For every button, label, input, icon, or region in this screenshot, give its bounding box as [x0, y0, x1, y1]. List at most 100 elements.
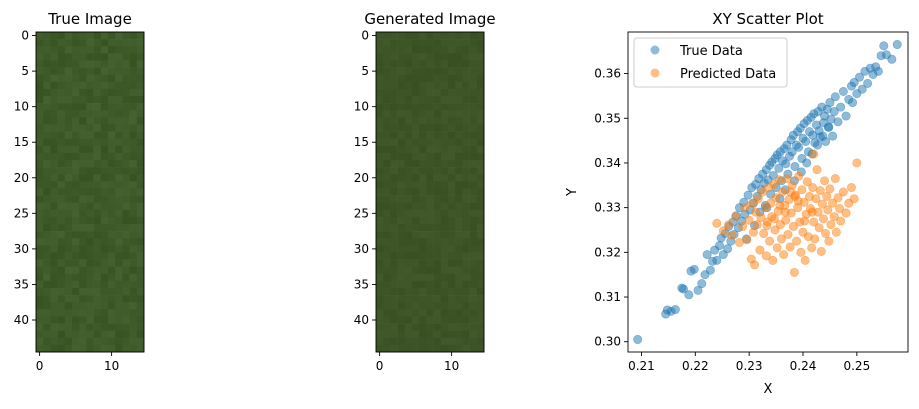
heatmap-pixel — [404, 209, 413, 218]
heatmap-pixel — [476, 216, 485, 225]
heatmap-pixel — [390, 202, 398, 211]
heatmap-pixel — [36, 117, 44, 125]
heatmap-pixel — [390, 344, 398, 353]
heatmap-pixel — [448, 88, 456, 97]
heatmap-pixel — [43, 231, 51, 239]
heatmap-pixel — [93, 288, 102, 296]
heatmap-pixel — [36, 252, 44, 260]
heatmap-pixel — [136, 252, 145, 260]
heatmap-pixel — [376, 103, 384, 111]
heatmap-pixel — [115, 181, 123, 189]
heatmap-pixel — [397, 337, 406, 346]
heatmap-pixel — [376, 337, 384, 346]
heatmap-pixel — [426, 216, 434, 225]
heatmap-pixel — [136, 53, 145, 61]
heatmap-pixel — [433, 266, 442, 275]
heatmap-pixel — [100, 323, 109, 331]
heatmap-pixel — [412, 145, 420, 154]
heatmap-pixel — [440, 273, 449, 282]
heatmap-pixel — [412, 96, 420, 104]
heatmap-pixel — [440, 302, 449, 310]
heatmap-pixel — [50, 330, 58, 339]
heatmap-pixel — [36, 96, 44, 104]
heatmap-pixel — [57, 181, 66, 189]
heatmap-pixel — [426, 316, 434, 324]
heatmap-pixel — [462, 74, 470, 83]
heatmap-pixel — [108, 181, 116, 189]
heatmap-pixel — [129, 273, 138, 282]
predicted-data-point — [771, 193, 781, 203]
true-data-point — [828, 131, 838, 141]
heatmap-pixel — [115, 273, 123, 282]
heatmap-pixel — [448, 39, 456, 47]
heatmap-pixel — [476, 231, 485, 239]
predicted-data-point — [811, 194, 821, 204]
heatmap-pixel — [64, 32, 73, 40]
heatmap-pixel — [376, 195, 384, 203]
heatmap-pixel — [404, 288, 413, 296]
heatmap-pixel — [129, 337, 138, 346]
heatmap-pixel — [122, 131, 130, 139]
heatmap-pixel — [57, 138, 66, 147]
heatmap-pixel — [86, 124, 94, 132]
heatmap-pixel — [404, 266, 413, 275]
heatmap-pixel — [100, 160, 109, 168]
heatmap-pixel — [448, 252, 456, 260]
heatmap-pixel — [50, 32, 58, 40]
heatmap-pixel — [376, 46, 384, 54]
heatmap-pixel — [72, 266, 80, 275]
heatmap-pixel — [79, 152, 87, 161]
heatmap-pixel — [476, 181, 485, 189]
heatmap-pixel — [419, 216, 427, 225]
heatmap-pixel — [476, 167, 485, 175]
heatmap-pixel — [440, 295, 449, 303]
heatmap-pixel — [108, 280, 116, 289]
predicted-data-point — [822, 191, 832, 201]
heatmap-pixel — [129, 295, 138, 303]
heatmap-pixel — [43, 266, 51, 275]
heatmap-pixel — [72, 74, 80, 83]
heatmap-pixel — [404, 323, 413, 331]
heatmap-pixel — [72, 330, 80, 339]
heatmap-pixel — [412, 302, 420, 310]
generated-image-title: Generated Image — [364, 10, 495, 28]
heatmap-pixel — [426, 131, 434, 139]
heatmap-pixel — [462, 252, 470, 260]
heatmap-pixel — [108, 344, 116, 353]
scatter-plot-frame — [627, 31, 909, 353]
heatmap-pixel — [412, 67, 420, 75]
heatmap-pixel — [129, 280, 138, 289]
heatmap-pixel — [462, 145, 470, 154]
true-data-point — [781, 159, 791, 169]
heatmap-pixel — [426, 167, 434, 175]
heatmap-pixel — [469, 138, 478, 147]
heatmap-pixel — [72, 167, 80, 175]
heatmap-pixel — [433, 167, 442, 175]
heatmap-pixel — [43, 88, 51, 97]
heatmap-pixel — [462, 110, 470, 118]
heatmap-pixel — [383, 74, 391, 83]
heatmap-pixel — [440, 110, 449, 118]
heatmap-pixel — [57, 96, 66, 104]
heatmap-pixel — [100, 174, 109, 182]
heatmap-pixel — [404, 224, 413, 232]
heatmap-pixel — [419, 152, 427, 161]
heatmap-pixel — [397, 145, 406, 154]
heatmap-pixel — [383, 67, 391, 75]
heatmap-pixel — [448, 103, 456, 111]
true-data-point — [863, 78, 873, 88]
predicted-data-point — [780, 207, 790, 217]
heatmap-pixel — [129, 181, 138, 189]
heatmap-pixel — [100, 88, 109, 97]
heatmap-pixel — [376, 160, 384, 168]
heatmap-pixel — [476, 202, 485, 211]
heatmap-pixel — [469, 88, 478, 97]
true-data-point — [849, 78, 859, 88]
heatmap-pixel — [397, 46, 406, 54]
heatmap-pixel — [115, 202, 123, 211]
heatmap-pixel — [72, 131, 80, 139]
heatmap-pixel — [383, 238, 391, 246]
heatmap-pixel — [448, 152, 456, 161]
heatmap-pixel — [122, 138, 130, 147]
heatmap-pixel — [455, 46, 463, 54]
